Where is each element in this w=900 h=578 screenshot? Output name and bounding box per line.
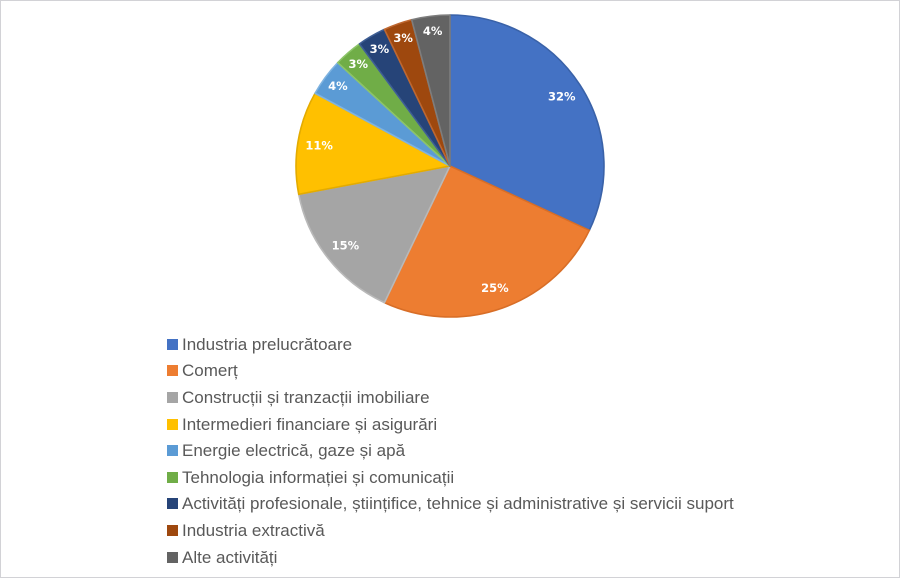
legend-swatch-icon xyxy=(167,418,178,430)
legend-label: Industria extractivă xyxy=(182,520,325,540)
legend-swatch-icon xyxy=(167,471,178,483)
pie-slice-percent-label-5: 4% xyxy=(328,79,348,93)
legend-swatch-icon xyxy=(167,338,178,350)
legend-label: Activități profesionale, științifice, te… xyxy=(182,494,734,514)
pie-slice-percent-label-4: 11% xyxy=(305,139,333,153)
legend-label: Intermedieri financiare și asigurări xyxy=(182,414,438,434)
legend-item-4: Intermedieri financiare și asigurări xyxy=(167,411,734,438)
legend-item-6: Tehnologia informației și comunicații xyxy=(167,464,734,491)
pie-slice-percent-label-1: 32% xyxy=(548,89,576,103)
legend-label: Alte activități xyxy=(182,547,278,567)
pie-slice-percent-label-7: 3% xyxy=(370,42,390,56)
legend-item-2: Comerț xyxy=(167,358,734,385)
pie-slice-percent-label-6: 3% xyxy=(349,57,369,71)
legend-item-5: Energie electrică, gaze și apă xyxy=(167,437,734,464)
legend-swatch-icon xyxy=(167,524,178,536)
legend-swatch-icon xyxy=(167,445,178,457)
legend-item-1: Industria prelucrătoare xyxy=(167,331,734,358)
pie-slice-3 xyxy=(297,165,451,304)
pie-slice-percent-label-3: 15% xyxy=(332,239,360,253)
pie-slice-9 xyxy=(410,14,451,167)
legend-label: Industria prelucrătoare xyxy=(182,334,353,354)
pie-slice-percent-label-9: 4% xyxy=(423,24,443,38)
legend-label: Energie electrică, gaze și apă xyxy=(182,441,406,461)
legend-label: Tehnologia informației și comunicații xyxy=(182,467,455,487)
legend-item-9: Alte activități xyxy=(167,544,734,571)
legend-item-3: Construcții și tranzacții imobiliare xyxy=(167,384,734,411)
pie-slice-percent-label-2: 25% xyxy=(481,281,509,295)
pie-slice-percent-label-8: 3% xyxy=(393,31,413,45)
legend-label: Comerț xyxy=(182,361,238,381)
legend-swatch-icon xyxy=(167,551,178,563)
legend-swatch-icon xyxy=(167,365,178,377)
legend-item-7: Activități profesionale, științifice, te… xyxy=(167,491,734,518)
pie-slice-4 xyxy=(295,92,451,196)
legend-item-8: Industria extractivă xyxy=(167,517,734,544)
pie-slice-2 xyxy=(383,165,591,318)
chart-legend: Industria prelucrătoare Comerț Construcții… xyxy=(167,331,734,570)
legend-label: Construcții și tranzacții imobiliare xyxy=(182,387,430,407)
legend-swatch-icon xyxy=(167,498,178,510)
pie-slice-1 xyxy=(449,14,605,232)
legend-swatch-icon xyxy=(167,391,178,403)
